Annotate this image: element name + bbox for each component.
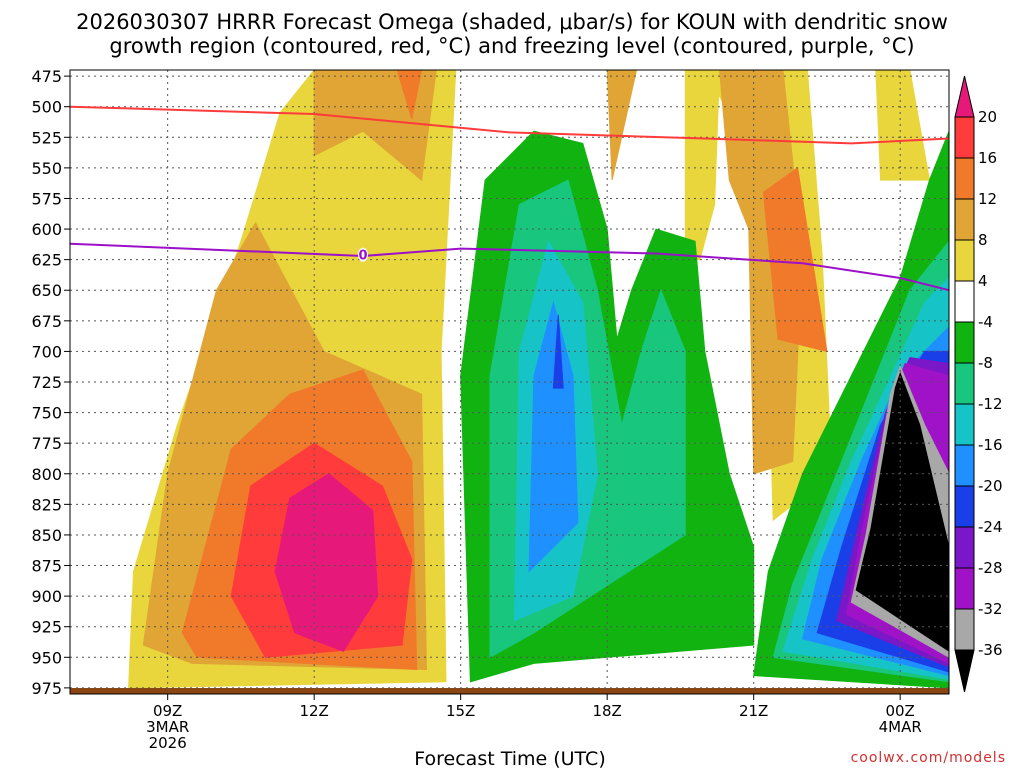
y-tick-label: 725: [31, 373, 62, 392]
colorbar-label: 20: [978, 108, 997, 126]
y-tick-label: 675: [31, 312, 62, 331]
omega-region-1: [684, 70, 721, 261]
colorbar-segment: [954, 362, 975, 405]
y-tick-label: 875: [31, 557, 62, 576]
chart-title-line1: 2026030307 HRRR Forecast Omega (shaded, …: [76, 10, 948, 34]
colorbar-top-arrow: [954, 75, 975, 118]
colorbar-segment: [954, 567, 975, 610]
colorbar-label: 12: [978, 190, 997, 208]
omega-region-21: [552, 314, 564, 389]
colorbar-label: -24: [978, 518, 1003, 536]
y-tick-label: 500: [31, 98, 62, 117]
credit-text: coolwx.com/models: [850, 750, 1006, 766]
colorbar-segment: [954, 239, 975, 282]
colorbar-label: -12: [978, 395, 1003, 413]
colorbar-label: 8: [978, 231, 988, 249]
colorbar-segment: [954, 321, 975, 364]
x-tick-label: 12Z: [299, 702, 328, 720]
colorbar-segment: [954, 280, 975, 323]
y-tick-label: 800: [31, 465, 62, 484]
omega-region-7: [606, 70, 638, 181]
colorbar-segment: [954, 157, 975, 200]
y-tick-label: 650: [31, 281, 62, 300]
y-tick-label: 775: [31, 434, 62, 453]
colorbar-segment: [954, 526, 975, 569]
y-tick-label: 600: [31, 220, 62, 239]
freezing-label-bg: [358, 247, 368, 262]
colorbar-label: -28: [978, 559, 1003, 577]
y-tick-label: 550: [31, 159, 62, 178]
y-tick-label: 825: [31, 495, 62, 514]
omega-region-6: [718, 70, 804, 475]
y-tick-label: 900: [31, 587, 62, 606]
x-tick-label: 21Z: [739, 702, 768, 720]
omega-region-19: [528, 300, 579, 573]
y-tick-label: 575: [31, 189, 62, 208]
y-tick-label: 700: [31, 342, 62, 361]
y-tick-label: 975: [31, 679, 62, 698]
colorbar-label: -4: [978, 313, 993, 331]
colorbar-bottom-arrow: [954, 649, 975, 693]
omega-region-12: [274, 473, 379, 652]
freezing-level-label: 0: [358, 248, 367, 263]
colorbar-segment: [954, 198, 975, 241]
y-tick-label: 475: [31, 67, 62, 86]
colorbar-segment: [954, 485, 975, 528]
colorbar-segment: [954, 403, 975, 446]
y-axis: 475 500 525 550 575 600 625 650 675 700 725 750 775 8…: [31, 67, 70, 698]
y-tick-label: 525: [31, 128, 62, 147]
x-tick-label: 4MAR: [879, 718, 922, 736]
y-tick-label: 950: [31, 648, 62, 667]
colorbar-label: -8: [978, 354, 993, 372]
x-tick-label: 3MAR: [146, 718, 189, 736]
chart-title-line2: growth region (contoured, red, °C) and f…: [109, 34, 914, 58]
contour-lines: 0: [70, 105, 949, 292]
colorbar: 20 16 12 8 4 -4 -8 -12 -16 -20 -24 -28 -32 -36: [954, 75, 1003, 693]
omega-shading: [128, 70, 949, 689]
colorbar-label: -32: [978, 600, 1003, 618]
y-tick-label: 750: [31, 404, 62, 423]
x-tick-label: 2026: [149, 734, 187, 752]
x-axis-label: Forecast Time (UTC): [414, 748, 605, 768]
colorbar-segment: [954, 608, 975, 651]
colorbar-label: -36: [978, 641, 1003, 659]
grid-lines: [70, 70, 949, 694]
colorbar-label: 4: [978, 272, 988, 290]
x-tick-label: 15Z: [446, 702, 475, 720]
dgz-contour-line: [70, 105, 949, 145]
colorbar-label: -20: [978, 477, 1003, 495]
omega-region-10: [396, 70, 423, 120]
colorbar-label: 16: [978, 149, 997, 167]
y-tick-label: 625: [31, 251, 62, 270]
colorbar-segment: [954, 444, 975, 487]
y-tick-label: 850: [31, 526, 62, 545]
y-tick-label: 925: [31, 618, 62, 637]
x-tick-label: 00Z: [885, 702, 914, 720]
ground-surface: [70, 688, 949, 694]
colorbar-label: -16: [978, 436, 1003, 454]
colorbar-segment: [954, 116, 975, 159]
omega-region-3: [875, 70, 931, 181]
x-tick-label: 09Z: [153, 702, 182, 720]
x-tick-label: 18Z: [592, 702, 621, 720]
omega-region-26: [855, 371, 949, 652]
